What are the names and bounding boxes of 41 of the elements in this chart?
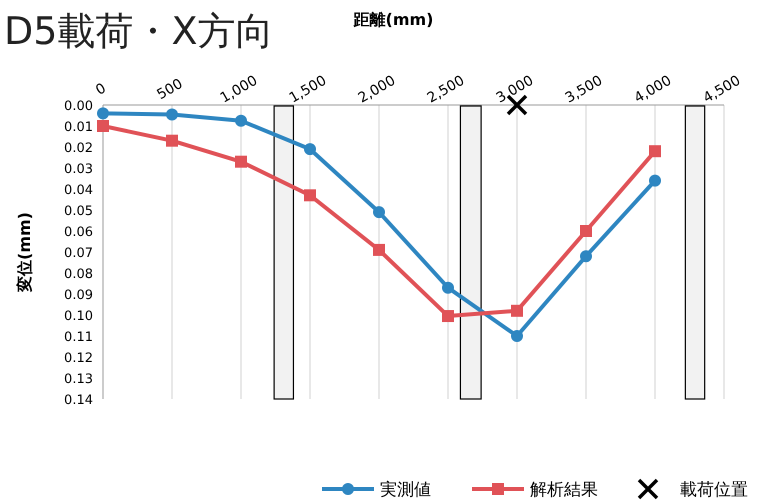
point — [235, 156, 247, 168]
y-tick-label: 0.05 — [64, 204, 93, 219]
y-tick-label: 0.01 — [64, 120, 93, 135]
point — [442, 282, 454, 294]
y-tick-label: 0.12 — [64, 351, 93, 366]
point — [97, 107, 109, 120]
y-tick-label: 0.04 — [64, 183, 93, 198]
y-tick-label: 0.13 — [64, 372, 93, 387]
point — [511, 330, 523, 342]
point — [304, 189, 316, 202]
point — [304, 143, 316, 156]
legend-label: 載荷位置 — [680, 480, 748, 500]
point — [373, 206, 385, 218]
x-tick-label: 500 — [154, 76, 186, 104]
y-tick-label: 0.03 — [64, 162, 93, 177]
point — [649, 145, 661, 158]
x-axis-title: 距離(mm) — [352, 10, 434, 29]
legend-label: 実測値 — [380, 480, 431, 500]
point — [166, 108, 178, 120]
point — [511, 304, 523, 317]
point — [97, 120, 109, 132]
y-tick-label: 0.00 — [64, 99, 93, 114]
point — [235, 114, 247, 127]
y-tick-label: 0.09 — [64, 288, 93, 303]
point — [580, 225, 592, 237]
y-tick-label: 0.10 — [64, 309, 93, 324]
y-tick-label: 0.06 — [64, 225, 93, 240]
y-axis-title: 変位(mm) — [15, 212, 34, 293]
point — [166, 134, 178, 147]
chart-title: D5載荷・X方向 — [4, 9, 274, 53]
y-tick-label: 0.07 — [64, 246, 93, 261]
legend-label: 解析結果 — [530, 480, 598, 500]
point — [649, 174, 661, 187]
point — [442, 310, 454, 322]
y-tick-label: 0.08 — [64, 267, 93, 282]
y-tick-label: 0.11 — [64, 330, 93, 345]
x-tick-label: 0 — [93, 80, 109, 99]
y-tick-label: 0.02 — [64, 141, 93, 156]
y-tick-label: 0.14 — [64, 393, 93, 408]
point — [373, 244, 385, 256]
point — [580, 250, 592, 262]
